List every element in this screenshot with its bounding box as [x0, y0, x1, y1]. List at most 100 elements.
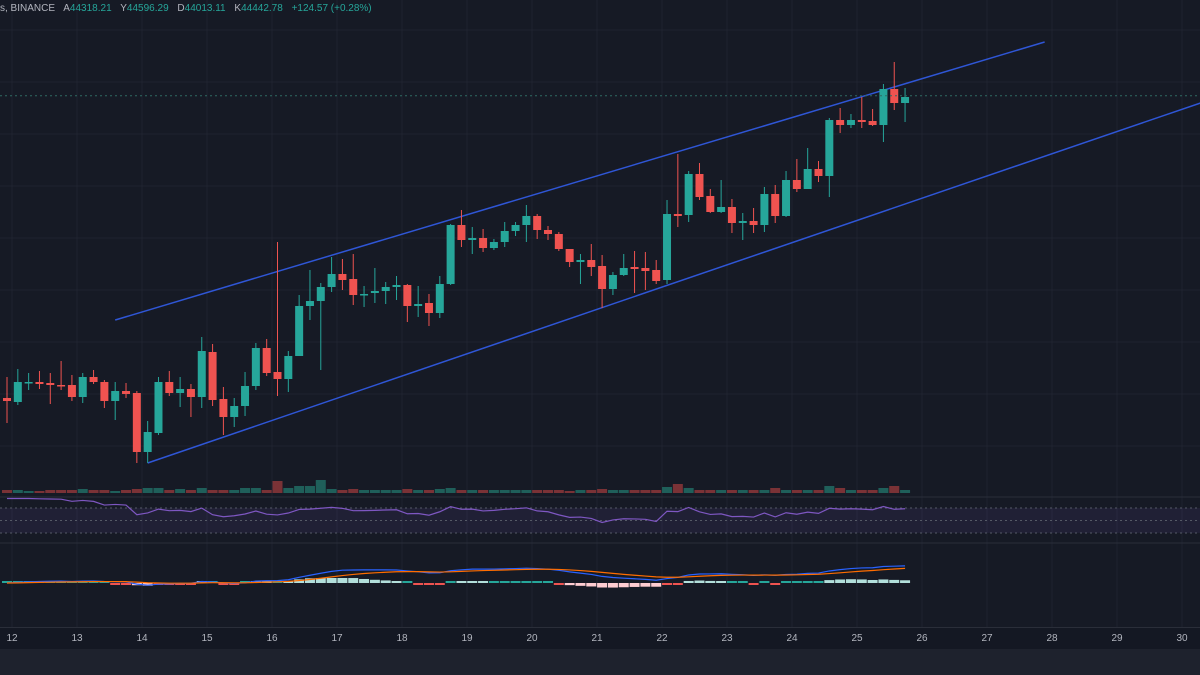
candle-body-up — [360, 294, 369, 296]
candle-body-down — [262, 348, 271, 373]
volume-bar — [56, 490, 67, 493]
volume-bar — [423, 490, 434, 493]
channel-line-upper — [114, 41, 1045, 321]
candle-body-down — [792, 180, 801, 189]
volume-bar — [218, 490, 229, 493]
volume-bar — [726, 490, 737, 493]
candle-body-up — [489, 242, 498, 248]
x-tick-label: 12 — [6, 633, 18, 644]
x-tick-label: 17 — [331, 633, 343, 644]
volume-bar — [175, 489, 186, 493]
volume-bar — [835, 488, 846, 493]
volume-bar — [791, 490, 802, 493]
rsi-pane — [0, 497, 1200, 534]
macd-histogram-bar — [337, 578, 348, 583]
volume-bar — [369, 490, 380, 493]
candle-body-up — [392, 285, 401, 287]
macd-histogram-bar — [813, 581, 824, 583]
candle-body-down — [533, 216, 542, 230]
macd-histogram-bar — [737, 581, 748, 583]
macd-histogram-bar — [878, 579, 889, 583]
candle-body-down — [587, 260, 596, 267]
macd-histogram-bar — [294, 579, 305, 583]
close-label: K — [234, 3, 242, 14]
volume-bar — [607, 490, 618, 493]
macd-histogram-bar — [900, 580, 911, 583]
macd-histogram-bar — [229, 583, 240, 585]
volume-bar — [250, 488, 261, 493]
volume-bar — [413, 490, 424, 493]
macd-histogram-bar — [867, 579, 878, 583]
candle-body-down — [630, 267, 639, 269]
x-tick-label: 18 — [396, 633, 408, 644]
candle-body-down — [565, 249, 574, 262]
candle-body-up — [468, 238, 477, 240]
volume-bar — [110, 491, 121, 493]
candle-body-up — [782, 180, 791, 216]
macd-histogram-bar — [185, 583, 196, 585]
volume-bar — [629, 490, 640, 493]
candle-body-up — [738, 221, 747, 223]
candle-body-down — [165, 382, 174, 393]
candle-body-down — [208, 352, 217, 400]
candle-body-down — [641, 268, 650, 271]
candle-body-down — [836, 120, 845, 125]
candle-body-down — [122, 391, 131, 394]
ohlc-legend: s, BINANCE A44318.21 Y44596.29 D44013.11… — [0, 3, 372, 14]
volume-bar — [553, 490, 564, 493]
candle-body-up — [143, 432, 152, 452]
volume-bar — [391, 490, 402, 493]
volume-bar — [802, 490, 813, 493]
candle-body-up — [760, 194, 769, 225]
candle-body-up — [13, 382, 22, 402]
x-tick-label: 26 — [916, 633, 928, 644]
macd-histogram-bar — [121, 583, 132, 585]
volume-bar — [348, 489, 359, 493]
volume-bar — [683, 488, 694, 493]
volume-bar — [2, 490, 12, 493]
volume-bar — [99, 490, 110, 493]
candle-body-up — [370, 291, 379, 293]
candle-body-down — [771, 194, 780, 216]
candle-body-up — [381, 287, 390, 291]
volume-bar — [759, 490, 770, 493]
macd-histogram-bar — [380, 580, 391, 583]
macd-histogram-bar — [142, 583, 153, 586]
volume-bar — [66, 490, 77, 493]
chart-canvas[interactable] — [0, 0, 1200, 627]
volume-bar — [240, 488, 251, 493]
macd-histogram-bar — [543, 581, 553, 583]
low-value: 44013.11 — [184, 3, 226, 14]
volume-bar — [618, 490, 629, 493]
volume-bar — [164, 490, 175, 493]
candle-body-down — [186, 389, 195, 397]
macd-histogram-bar — [802, 581, 813, 583]
macd-histogram-bar — [889, 579, 900, 583]
candle-body-up — [24, 382, 33, 384]
macd-histogram-bar — [597, 583, 608, 588]
macd-histogram-bar — [564, 583, 575, 586]
macd-histogram-bar — [445, 581, 456, 583]
time-axis[interactable]: 12 13 14 15 16 17 18 19 20 21 22 23 24 25 26 27 28 29 30 — [0, 627, 1200, 649]
candle-body-up — [284, 356, 293, 379]
candle-body-up — [414, 304, 423, 306]
macd-histogram-bar — [759, 581, 770, 583]
bottom-toolbar — [0, 649, 1200, 675]
candle-body-down — [46, 383, 55, 385]
volume-bar — [694, 490, 705, 493]
x-tick-label: 16 — [266, 633, 278, 644]
macd-histogram-bar — [456, 581, 467, 583]
volume-bar — [456, 490, 467, 493]
volume-bar — [196, 488, 207, 493]
candle-body-down — [857, 120, 866, 122]
volume-bar — [272, 481, 283, 493]
candle-body-up — [663, 214, 672, 280]
macd-histogram-bar — [402, 581, 413, 583]
high-label: Y — [120, 3, 127, 14]
candle-body-up — [825, 120, 834, 176]
macd-histogram-bar — [521, 581, 532, 583]
macd-histogram-bar — [553, 583, 564, 585]
candle-body-down — [35, 382, 44, 384]
volume-bar — [77, 489, 88, 493]
parallel-channel-drawing[interactable] — [114, 41, 1200, 464]
